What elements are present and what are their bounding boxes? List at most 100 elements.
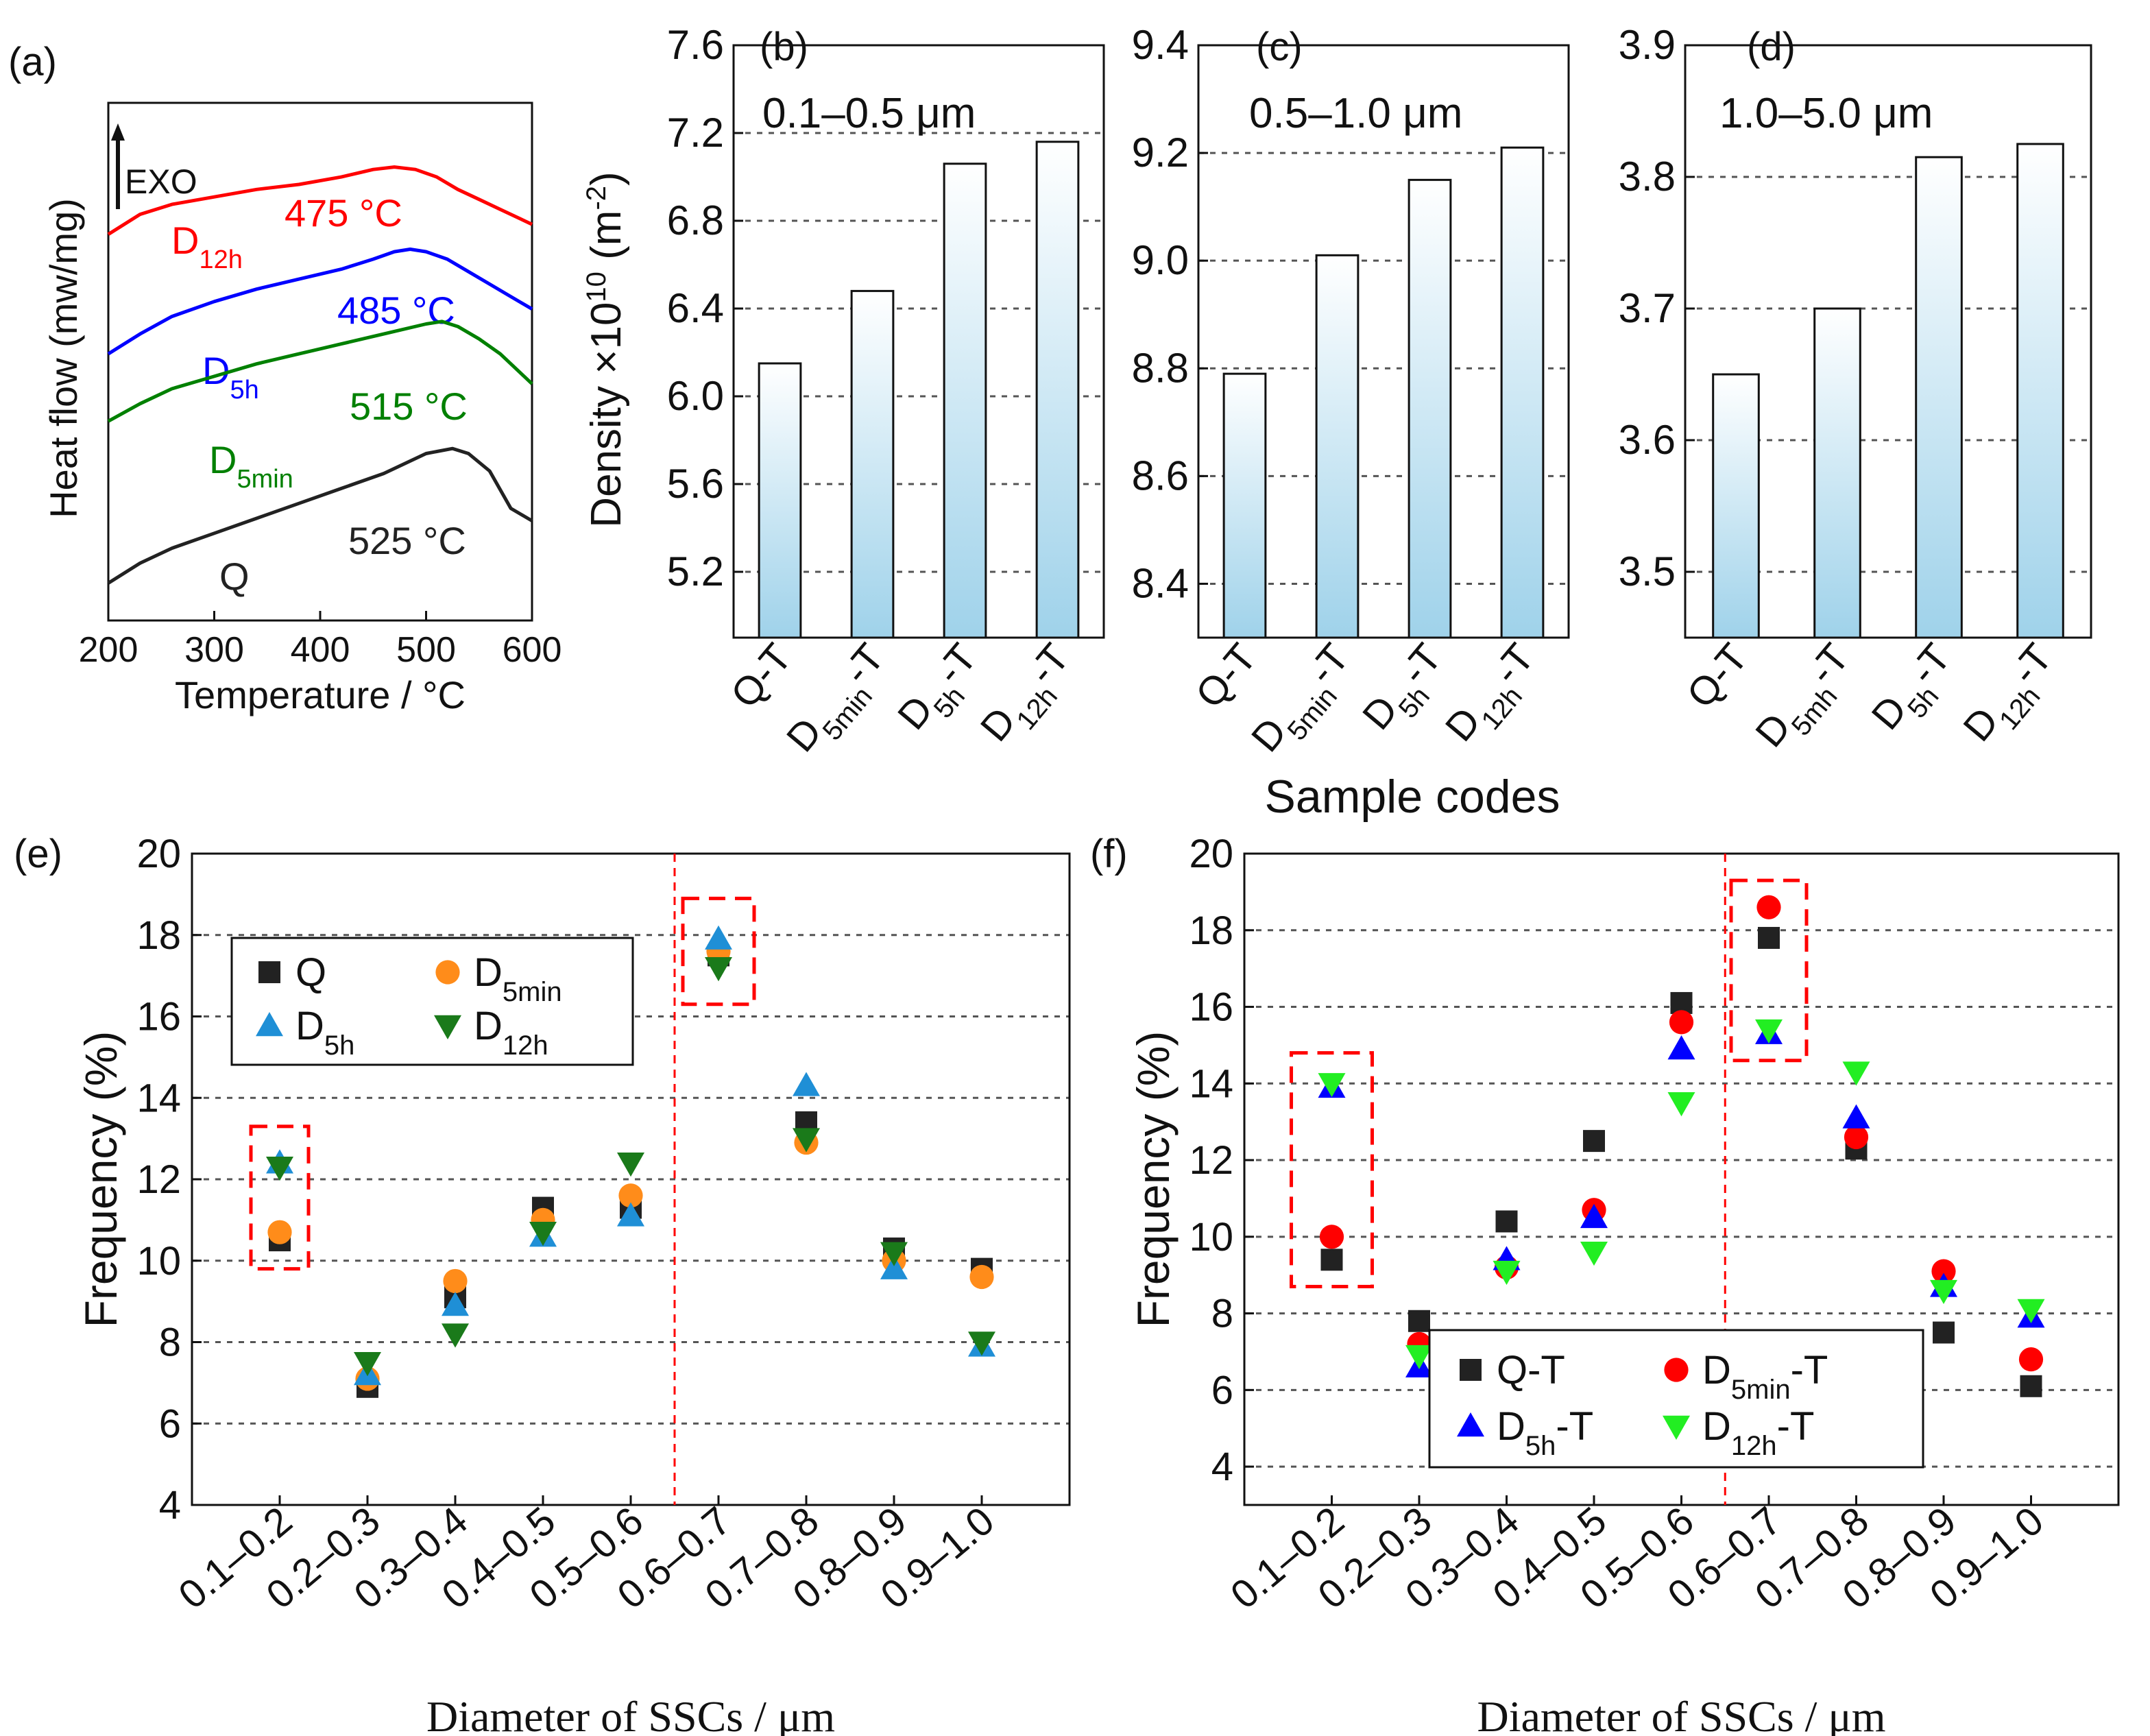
frequency-legend: [1428, 1329, 1924, 1469]
panel-label-e: (e): [14, 832, 62, 876]
density-x-tick-label: D5min-T: [1243, 636, 1367, 769]
frequency-y-tick-label: 4: [159, 1483, 181, 1528]
frequency-point-triangle-down: [705, 957, 732, 982]
density-x-tick-label: D5mh-T: [1747, 636, 1868, 764]
frequency-x-axis-label: Diameter of SSCs / μm: [426, 1692, 835, 1736]
density-y-tick-label: 9.0: [1132, 237, 1189, 283]
frequency-point-triangle-down: [793, 1128, 820, 1153]
frequency-point-square: [1758, 926, 1780, 949]
dsc-x-tick-label: 500: [396, 630, 456, 670]
frequency-point-circle: [1756, 895, 1781, 919]
legend-marker-triangle-up: [1457, 1412, 1484, 1437]
legend-marker-triangle-down: [1663, 1415, 1690, 1440]
frequency-point-circle: [267, 1220, 292, 1244]
exo-arrow-head: [111, 123, 125, 141]
density-bar: [943, 162, 987, 639]
frequency-point-square: [1408, 1310, 1430, 1332]
dsc-peak-label: 515 °C: [350, 385, 468, 428]
frequency-point-triangle-down: [2017, 1299, 2045, 1323]
legend-marker-square: [1460, 1359, 1482, 1381]
frequency-point-triangle-down: [1405, 1345, 1433, 1370]
frequency-point-triangle-down: [1318, 1073, 1346, 1098]
legend-entry-label: D5min-T: [1702, 1348, 1828, 1405]
density-range-label: 0.1–0.5 μm: [762, 90, 976, 137]
density-y-tick-label: 7.2: [667, 110, 724, 156]
dsc-series-label: D12h: [171, 219, 243, 274]
density-y-tick-label: 3.7: [1619, 285, 1676, 331]
density-bar: [758, 362, 802, 639]
density-y-tick-label: 3.5: [1619, 548, 1676, 594]
dsc-series-label: D5h: [202, 349, 259, 405]
frequency-point-circle: [1931, 1259, 1956, 1283]
density-x-tick-label: D5h-T: [1354, 636, 1460, 746]
dsc-peak-label: 475 °C: [285, 191, 402, 234]
frequency-y-tick-label: 14: [136, 1076, 181, 1120]
dsc-curve-d5h: [107, 248, 533, 356]
frequency-y-tick-label: 10: [136, 1239, 181, 1283]
density-bar: [1035, 141, 1080, 639]
frequency-point-triangle-up: [705, 925, 732, 950]
frequency-point-circle: [618, 1183, 643, 1208]
frequency-point-circle: [1844, 1124, 1869, 1150]
frequency-y-tick-label: 10: [1189, 1215, 1233, 1259]
frequency-y-tick-label: 20: [136, 832, 181, 876]
density-bar: [2016, 143, 2064, 639]
frequency-point-triangle-down: [1667, 1092, 1695, 1117]
density-x-tick-label: D12h-T: [1955, 636, 2070, 758]
frequency-y-tick-label: 16: [1189, 985, 1233, 1030]
frequency-point-triangle-up: [1580, 1203, 1608, 1229]
density-y-axis-label: Density ×1010 (m-2): [581, 171, 630, 527]
density-x-tick-label: D12h-T: [1437, 636, 1553, 758]
frequency-legend: [230, 937, 634, 1066]
legend-entry-label: D12h-T: [1702, 1404, 1814, 1461]
density-panel-b: 5.2 5.6 6.0 6.4 6.8 7.2 7.6 Q-TD5min-TD5h-TD12h…: [667, 22, 1105, 769]
legend-entry-label: D5h: [295, 1004, 354, 1061]
dsc-x-axis-label: Temperature / °C: [175, 673, 466, 716]
exo-label: EXO: [125, 162, 197, 201]
frequency-y-tick-label: 12: [1189, 1138, 1233, 1183]
density-x-tick-label: D5min-T: [778, 636, 902, 769]
frequency-y-tick-label: 14: [1189, 1061, 1233, 1106]
density-y-tick-label: 3.6: [1619, 417, 1676, 463]
frequency-y-tick-label: 18: [136, 913, 181, 958]
dsc-y-axis-label: Heat flow (mw/mg): [42, 198, 85, 518]
density-bar: [850, 289, 895, 639]
frequency-point-triangle-up: [1667, 1035, 1695, 1060]
density-y-tick-label: 3.9: [1619, 22, 1676, 68]
frequency-point-circle: [443, 1268, 468, 1294]
dsc-series-label: Q: [219, 555, 250, 598]
frequency-y-tick-label: 8: [1211, 1292, 1233, 1336]
legend-entry-label: D5h-T: [1497, 1404, 1593, 1461]
legend-marker-circle: [1664, 1358, 1689, 1382]
dsc-x-tick-label: 400: [291, 630, 350, 670]
frequency-point-triangle-up: [880, 1255, 908, 1279]
frequency-point-triangle-down: [617, 1153, 644, 1177]
frequency-point-triangle-down: [1842, 1061, 1870, 1086]
panel-label-c: (c): [1256, 25, 1303, 69]
frequency-highlight-box: [1290, 1051, 1374, 1288]
frequency-panel-f: 4681012141618200.1–0.20.2–0.30.3–0.40.4–…: [1128, 832, 2120, 1736]
frequency-point-triangle-down: [1493, 1260, 1521, 1286]
density-y-tick-label: 8.8: [1132, 345, 1189, 391]
frequency-point-circle: [1669, 1010, 1694, 1035]
dsc-curve-d12h: [107, 165, 533, 236]
density-y-tick-label: 5.2: [667, 548, 724, 594]
dsc-x-tick-label: 200: [79, 630, 138, 670]
dsc-peak-label: 525 °C: [348, 519, 466, 562]
frequency-y-tick-label: 6: [1211, 1368, 1233, 1412]
frequency-point-square: [2020, 1375, 2042, 1397]
frequency-highlight-box: [681, 896, 756, 1006]
frequency-point-square: [1320, 1249, 1343, 1271]
frequency-point-triangle-down: [1930, 1279, 1957, 1305]
panel-label-f: (f): [1090, 832, 1128, 876]
frequency-y-tick-label: 20: [1189, 832, 1233, 876]
density-plot-frame: [1684, 44, 2092, 639]
legend-marker-triangle-down: [434, 1015, 461, 1039]
frequency-point-circle: [969, 1264, 994, 1290]
frequency-point-circle: [1319, 1225, 1344, 1249]
legend-marker-circle: [435, 960, 460, 985]
density-y-tick-label: 8.6: [1132, 453, 1189, 498]
